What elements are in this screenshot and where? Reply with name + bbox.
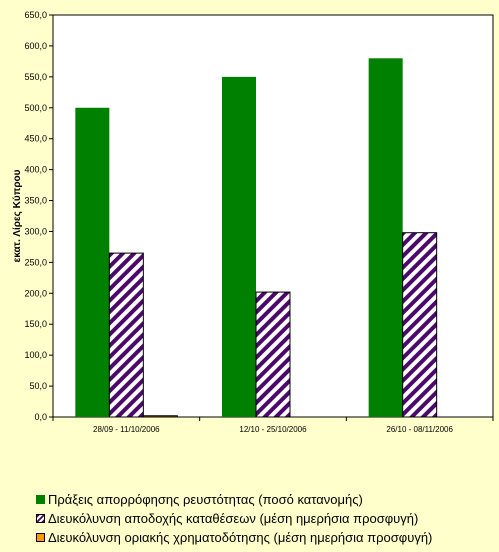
y-tick-label: 300,0 — [24, 226, 47, 236]
y-tick-label: 50,0 — [29, 381, 47, 391]
legend-swatch-green — [36, 495, 45, 504]
y-tick-label: 200,0 — [24, 288, 47, 298]
legend: Πράξεις απορρόφησης ρευστότητας (ποσό κα… — [36, 490, 432, 547]
y-tick-label: 0,0 — [34, 412, 47, 422]
bar-chart: 0,0 50,0 100,0 150,0 200,0 250,0 300,0 350,0 400… — [12, 10, 494, 434]
y-tick-label: 600,0 — [24, 41, 47, 51]
bar — [222, 76, 256, 417]
legend-item-series-3: Διευκόλυνση οριακής χρηματοδότησης (μέση… — [36, 528, 432, 547]
y-tick-label: 450,0 — [24, 134, 47, 144]
bar — [142, 415, 178, 418]
x-tick-label: 28/09 - 11/10/2006 — [93, 425, 160, 434]
y-tick-label: 650,0 — [24, 10, 47, 20]
y-tick-label: 550,0 — [24, 72, 47, 82]
legend-label: Πράξεις απορρόφησης ρευστότητας (ποσό κα… — [48, 492, 363, 507]
legend-item-series-2: Διευκόλυνση αποδοχής καταθέσεων (μέση ημ… — [36, 509, 432, 528]
y-axis-label: εκατ. Λίρες Κύπρου — [12, 169, 23, 262]
y-tick-label: 400,0 — [24, 165, 47, 175]
legend-label: Διευκόλυνση αποδοχής καταθέσεων (μέση ημ… — [48, 511, 419, 526]
x-tick-label: 26/10 - 08/11/2006 — [386, 425, 453, 434]
legend-swatch-hatched — [36, 514, 45, 523]
y-tick-label: 350,0 — [24, 196, 47, 206]
y-tick-label: 100,0 — [24, 350, 47, 360]
bar — [402, 232, 438, 418]
bar — [255, 291, 291, 418]
legend-label: Διευκόλυνση οριακής χρηματοδότησης (μέση… — [48, 530, 433, 545]
y-tick-label: 500,0 — [24, 103, 47, 113]
bar — [75, 107, 110, 418]
y-tick-label: 150,0 — [24, 319, 47, 329]
x-tick-label: 12/10 - 25/10/2006 — [239, 425, 307, 434]
legend-swatch-orange — [36, 533, 45, 542]
legend-item-series-1: Πράξεις απορρόφησης ρευστότητας (ποσό κα… — [36, 490, 432, 509]
bar — [368, 58, 403, 418]
bar — [108, 252, 144, 418]
y-tick-label: 250,0 — [24, 257, 47, 267]
